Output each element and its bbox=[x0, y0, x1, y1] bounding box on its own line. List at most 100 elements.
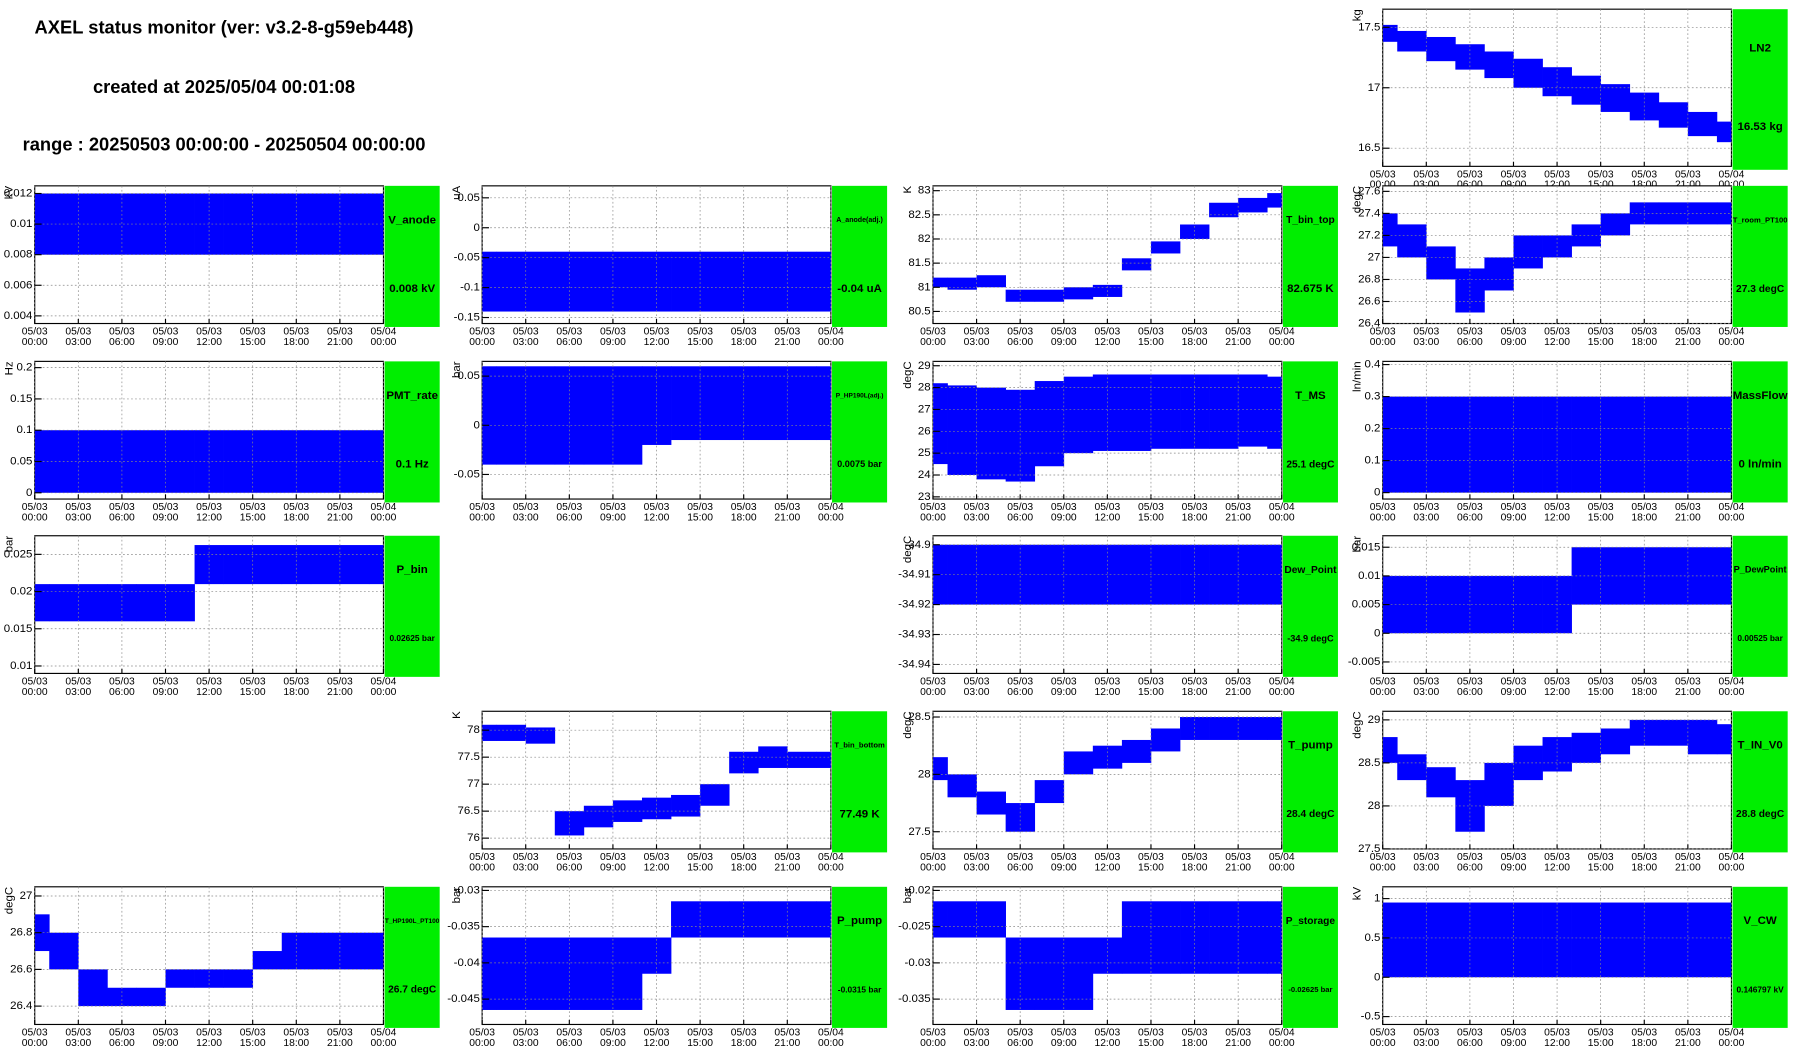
x-tick-label: 05/03 18:00 bbox=[1182, 852, 1208, 873]
x-tick-label-line: 00:00 bbox=[469, 337, 495, 348]
x-tick-label-line: 09:00 bbox=[1051, 686, 1077, 697]
x-tick-label-line: 21:00 bbox=[1675, 862, 1701, 873]
band-group bbox=[932, 901, 1282, 1010]
x-tick-label-line: 09:00 bbox=[153, 1038, 179, 1049]
x-tick-label-line: 09:00 bbox=[1501, 337, 1527, 348]
y-tick-label: 23 bbox=[918, 491, 931, 503]
status-value: -0.02625 bar bbox=[1288, 985, 1332, 994]
x-tick-label-line: 00:00 bbox=[1370, 179, 1396, 190]
x-tick-label-line: 05/03 bbox=[65, 1027, 91, 1038]
x-tick-label-line: 05/03 bbox=[283, 676, 309, 687]
x-tick-label-line: 05/03 bbox=[22, 326, 48, 337]
x-tick-label-line: 05/03 bbox=[687, 326, 713, 337]
x-tick-label-line: 05/04 bbox=[1719, 676, 1745, 687]
value-band bbox=[1238, 901, 1268, 974]
value-band bbox=[223, 969, 254, 988]
x-tick-label-line: 05/04 bbox=[818, 852, 844, 863]
y-tick-label: 0.02 bbox=[10, 586, 32, 598]
x-tick-label-line: 21:00 bbox=[1675, 1038, 1701, 1049]
value-band bbox=[787, 901, 817, 938]
x-tick-label-line: 05/03 bbox=[469, 502, 495, 513]
x-tick-label: 05/03 09:00 bbox=[1501, 1027, 1527, 1048]
status-box bbox=[1732, 886, 1788, 1028]
value-band bbox=[1542, 396, 1572, 493]
x-tick-label-line: 05/03 bbox=[1182, 1027, 1208, 1038]
x-tick-label-line: 09:00 bbox=[600, 1038, 626, 1049]
value-band bbox=[107, 584, 137, 622]
x-tick-label: 05/03 03:00 bbox=[1413, 169, 1439, 190]
x-tick-label-line: 12:00 bbox=[196, 1038, 222, 1049]
x-tick-label-line: 06:00 bbox=[1007, 686, 1033, 697]
x-tick-label: 05/03 06:00 bbox=[1457, 502, 1483, 523]
x-tick-label-line: 12:00 bbox=[644, 337, 670, 348]
x-tick-label-line: 05/03 bbox=[1051, 502, 1077, 513]
x-tick-label-line: 09:00 bbox=[153, 512, 179, 523]
y-tick-label: -34.93 bbox=[898, 629, 931, 641]
x-tick-label: 05/03 18:00 bbox=[1631, 169, 1657, 190]
value-band bbox=[1397, 754, 1427, 781]
value-band bbox=[1484, 902, 1514, 978]
x-tick-label-line: 05/03 bbox=[196, 676, 222, 687]
x-tick-label-line: 05/03 bbox=[65, 502, 91, 513]
value-band bbox=[165, 584, 195, 622]
y-tick-label: 25 bbox=[918, 447, 931, 459]
y-axis-label: bar bbox=[902, 887, 914, 904]
status-box bbox=[1282, 886, 1338, 1028]
x-tick-label-line: 18:00 bbox=[1631, 337, 1657, 348]
y-tick-label: 17 bbox=[1368, 82, 1381, 94]
status-value: -0.04 uA bbox=[837, 283, 882, 295]
x-tick-label-line: 05/03 bbox=[196, 1027, 222, 1038]
x-tick-label-line: 00:00 bbox=[1269, 862, 1295, 873]
x-tick-label: 05/03 18:00 bbox=[1631, 676, 1657, 697]
value-band bbox=[1687, 902, 1718, 978]
y-tick-label: 0.01 bbox=[10, 218, 32, 230]
x-tick-label-line: 15:00 bbox=[1138, 337, 1164, 348]
x-tick-label: 05/03 03:00 bbox=[65, 1027, 91, 1048]
value-band bbox=[1238, 717, 1268, 740]
x-tick-label-line: 00:00 bbox=[1719, 1038, 1745, 1049]
x-tick-label-line: 09:00 bbox=[600, 862, 626, 873]
x-tick-label-line: 06:00 bbox=[1457, 1038, 1483, 1049]
x-tick-label-line: 05/03 bbox=[1138, 326, 1164, 337]
x-tick-label-line: 05/03 bbox=[1370, 852, 1396, 863]
x-tick-label-line: 05/03 bbox=[1225, 676, 1251, 687]
y-tick-label: 77.5 bbox=[458, 751, 480, 763]
x-tick-label-line: 05/04 bbox=[1719, 852, 1745, 863]
value-band bbox=[932, 277, 948, 288]
x-tick-label: 05/03 15:00 bbox=[1138, 1027, 1164, 1048]
y-tick-label: 0.025 bbox=[4, 548, 33, 560]
value-band bbox=[1600, 213, 1631, 236]
x-tick-label-line: 05/03 bbox=[1675, 1027, 1701, 1038]
x-tick-label-line: 05/04 bbox=[371, 326, 397, 337]
x-tick-label-line: 05/03 bbox=[1413, 326, 1439, 337]
x-tick-label-line: 00:00 bbox=[469, 1038, 495, 1049]
x-tick-label: 05/03 00:00 bbox=[920, 502, 946, 523]
value-band bbox=[1687, 396, 1718, 493]
x-tick-label-line: 00:00 bbox=[371, 1038, 397, 1049]
x-tick-label-line: 12:00 bbox=[196, 337, 222, 348]
y-tick-label: 0.01 bbox=[10, 660, 32, 672]
value-band bbox=[1209, 374, 1239, 449]
x-tick-label-line: 05/03 bbox=[109, 1027, 135, 1038]
x-tick-label-line: 21:00 bbox=[327, 686, 353, 697]
x-tick-label-line: 05/03 bbox=[774, 502, 800, 513]
status-name: MassFlow bbox=[1733, 390, 1788, 402]
x-tick-label-line: 05/03 bbox=[556, 1027, 582, 1038]
status-box bbox=[1282, 711, 1338, 853]
x-tick-label: 05/03 21:00 bbox=[1675, 676, 1701, 697]
value-band bbox=[1513, 396, 1543, 493]
x-tick-label-line: 05/03 bbox=[964, 1027, 990, 1038]
y-tick-label: -0.045 bbox=[447, 993, 480, 1005]
x-tick-label-line: 18:00 bbox=[731, 862, 757, 873]
y-tick-label: -34.9 bbox=[905, 539, 931, 551]
x-tick-label: 05/03 21:00 bbox=[327, 1027, 353, 1048]
value-band bbox=[136, 430, 166, 493]
x-tick-label-line: 06:00 bbox=[1457, 179, 1483, 190]
x-tick-label-line: 00:00 bbox=[920, 337, 946, 348]
x-tick-label-line: 00:00 bbox=[22, 1038, 48, 1049]
x-tick-label: 05/03 12:00 bbox=[196, 676, 222, 697]
value-band bbox=[671, 251, 701, 312]
y-tick-label: 0.01 bbox=[1358, 570, 1380, 582]
x-tick-label-line: 09:00 bbox=[1051, 862, 1077, 873]
x-tick-label-line: 05/03 bbox=[1413, 169, 1439, 180]
